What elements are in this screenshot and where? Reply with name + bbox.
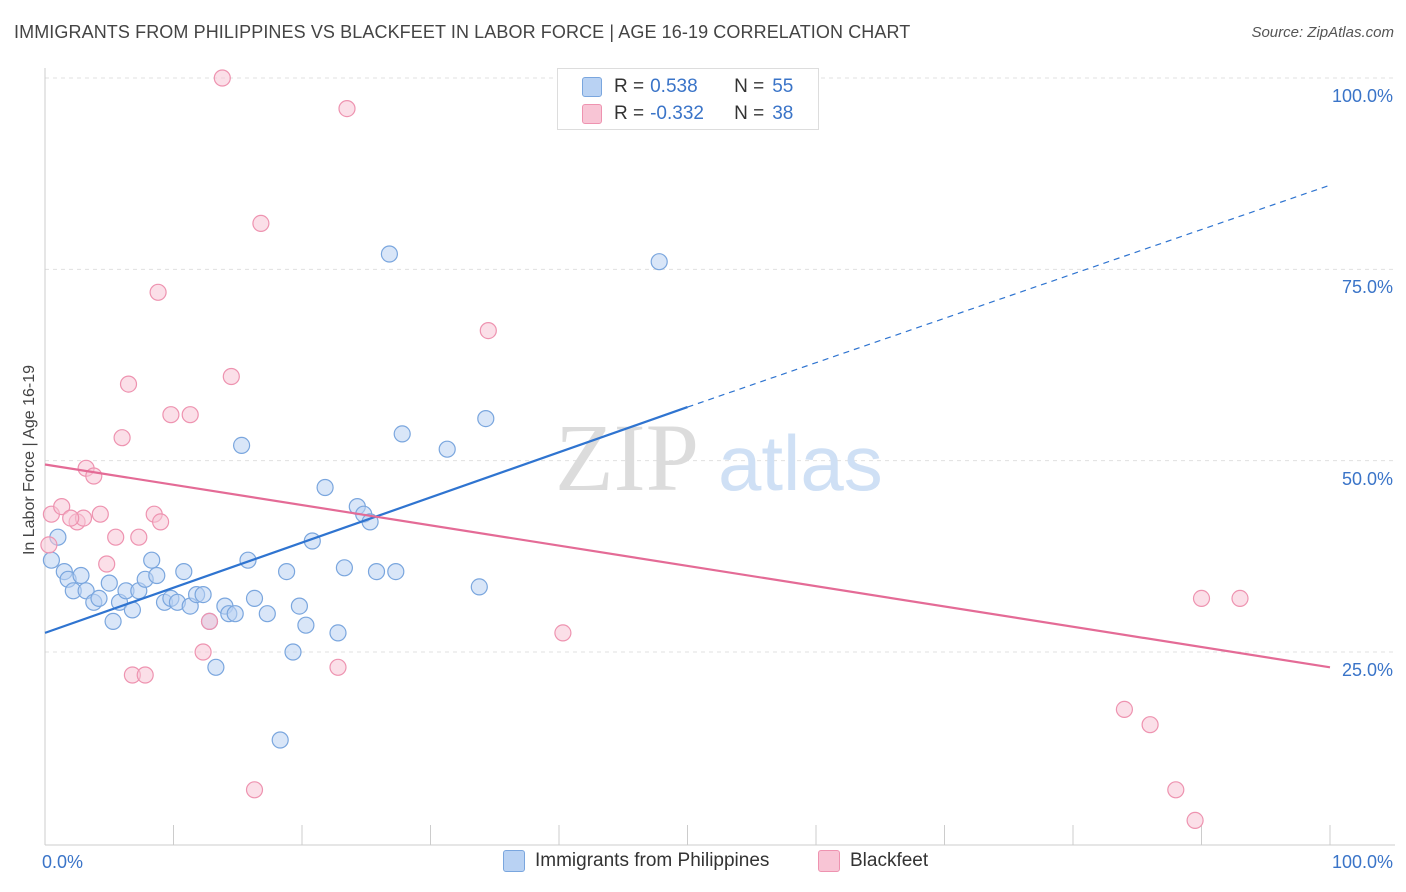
stats-legend: R = 0.538 N = 55 R = -0.332 N = 38 [557, 68, 819, 130]
point-philippines [335, 559, 353, 577]
point-philippines [470, 578, 488, 596]
point-philippines [367, 562, 386, 581]
legend-n-label: N = [734, 76, 765, 97]
point-philippines [148, 566, 166, 585]
point-blackfeet [1192, 589, 1211, 608]
point-philippines [42, 551, 61, 569]
point-blackfeet [98, 555, 116, 573]
bottom-legend-label-pink: Blackfeet [850, 850, 929, 871]
point-blackfeet [1141, 716, 1159, 734]
axes [44, 68, 1395, 846]
legend-r-value: -0.332 [650, 103, 704, 124]
point-philippines [438, 440, 456, 458]
point-philippines [387, 562, 405, 581]
point-philippines [245, 589, 264, 608]
point-blackfeet [62, 509, 80, 527]
point-philippines [100, 574, 118, 592]
point-philippines [258, 605, 276, 623]
watermark: ZIP atlas [555, 404, 883, 511]
point-blackfeet [194, 643, 212, 661]
point-blackfeet [479, 322, 497, 340]
legend-n-value: 38 [772, 103, 794, 124]
point-philippines [194, 585, 212, 604]
point-philippines [316, 478, 334, 497]
y-tick-label: 50.0% [1341, 468, 1393, 489]
watermark-zip: ZIP [555, 404, 699, 511]
point-blackfeet [252, 214, 270, 232]
point-philippines [207, 658, 225, 676]
legend-n-value: 55 [772, 76, 794, 97]
bottom-legend-label-blue: Immigrants from Philippines [535, 850, 770, 871]
point-philippines [233, 436, 251, 454]
point-blackfeet [222, 367, 240, 386]
point-philippines [393, 425, 411, 443]
point-blackfeet [1115, 700, 1134, 719]
trendline-philippines [44, 406, 688, 634]
point-blackfeet [245, 781, 264, 799]
point-blackfeet [91, 505, 109, 523]
point-blackfeet [40, 536, 58, 554]
point-philippines [239, 551, 257, 569]
point-philippines [175, 562, 193, 581]
point-blackfeet [213, 69, 231, 87]
chart-title: IMMIGRANTS FROM PHILIPPINES VS BLACKFEET… [14, 22, 911, 42]
point-blackfeet [136, 666, 154, 684]
point-philippines [271, 731, 289, 749]
x-tick-label: 0.0% [42, 852, 84, 872]
point-blackfeet [329, 658, 347, 676]
legend-r-value: 0.538 [650, 76, 698, 97]
point-philippines [143, 551, 161, 569]
point-blackfeet [162, 406, 180, 424]
point-blackfeet [200, 612, 219, 631]
bottom-legend-swatch-blue [503, 850, 525, 872]
bottom-legend-swatch-pink [818, 850, 840, 872]
source-label: Source: ZipAtlas.com [1251, 24, 1394, 41]
point-philippines [650, 253, 668, 271]
point-philippines [278, 562, 296, 581]
point-philippines [104, 612, 122, 631]
point-philippines [90, 589, 108, 608]
point-blackfeet [107, 528, 125, 546]
point-philippines [329, 624, 347, 642]
point-blackfeet [152, 513, 170, 531]
point-philippines [72, 566, 90, 585]
x-tick-label: 100.0% [1331, 852, 1393, 872]
trendlines [44, 184, 1331, 669]
y-axis-label: In Labor Force | Age 16-19 [21, 364, 38, 556]
bottom-legend-pink: Blackfeet [818, 850, 928, 872]
legend-row-pink: R = -0.332 N = 38 [558, 101, 793, 127]
point-philippines [226, 605, 244, 623]
legend-r-label: R = [614, 76, 645, 97]
point-blackfeet [53, 498, 71, 516]
legend-n-label: N = [734, 103, 765, 124]
point-blackfeet [1231, 589, 1249, 608]
point-blackfeet [1186, 811, 1204, 830]
point-blackfeet [113, 429, 131, 447]
legend-swatch-pink [582, 104, 602, 124]
y-tick-label: 75.0% [1341, 277, 1393, 298]
point-philippines [380, 245, 398, 263]
legend-row-blue: R = 0.538 N = 55 [558, 74, 793, 100]
point-philippines [284, 643, 302, 661]
bottom-legend-blue: Immigrants from Philippines [503, 850, 769, 872]
legend-r-label: R = [614, 103, 645, 124]
point-philippines [297, 616, 315, 634]
point-blackfeet [338, 99, 356, 118]
point-blackfeet [554, 624, 572, 642]
trendline-blackfeet [44, 463, 1331, 669]
point-blackfeet [119, 375, 138, 393]
point-blackfeet [181, 406, 199, 424]
y-tick-label: 25.0% [1341, 660, 1393, 680]
point-blackfeet [149, 283, 167, 301]
legend-swatch-blue [582, 77, 602, 97]
point-philippines [290, 597, 308, 615]
y-tick-label: 100.0% [1331, 86, 1393, 106]
watermark-atlas: atlas [718, 419, 883, 507]
point-blackfeet [130, 528, 148, 546]
trendline-philippines-extension [687, 184, 1331, 408]
point-philippines [477, 410, 495, 428]
point-blackfeet [1167, 781, 1185, 799]
